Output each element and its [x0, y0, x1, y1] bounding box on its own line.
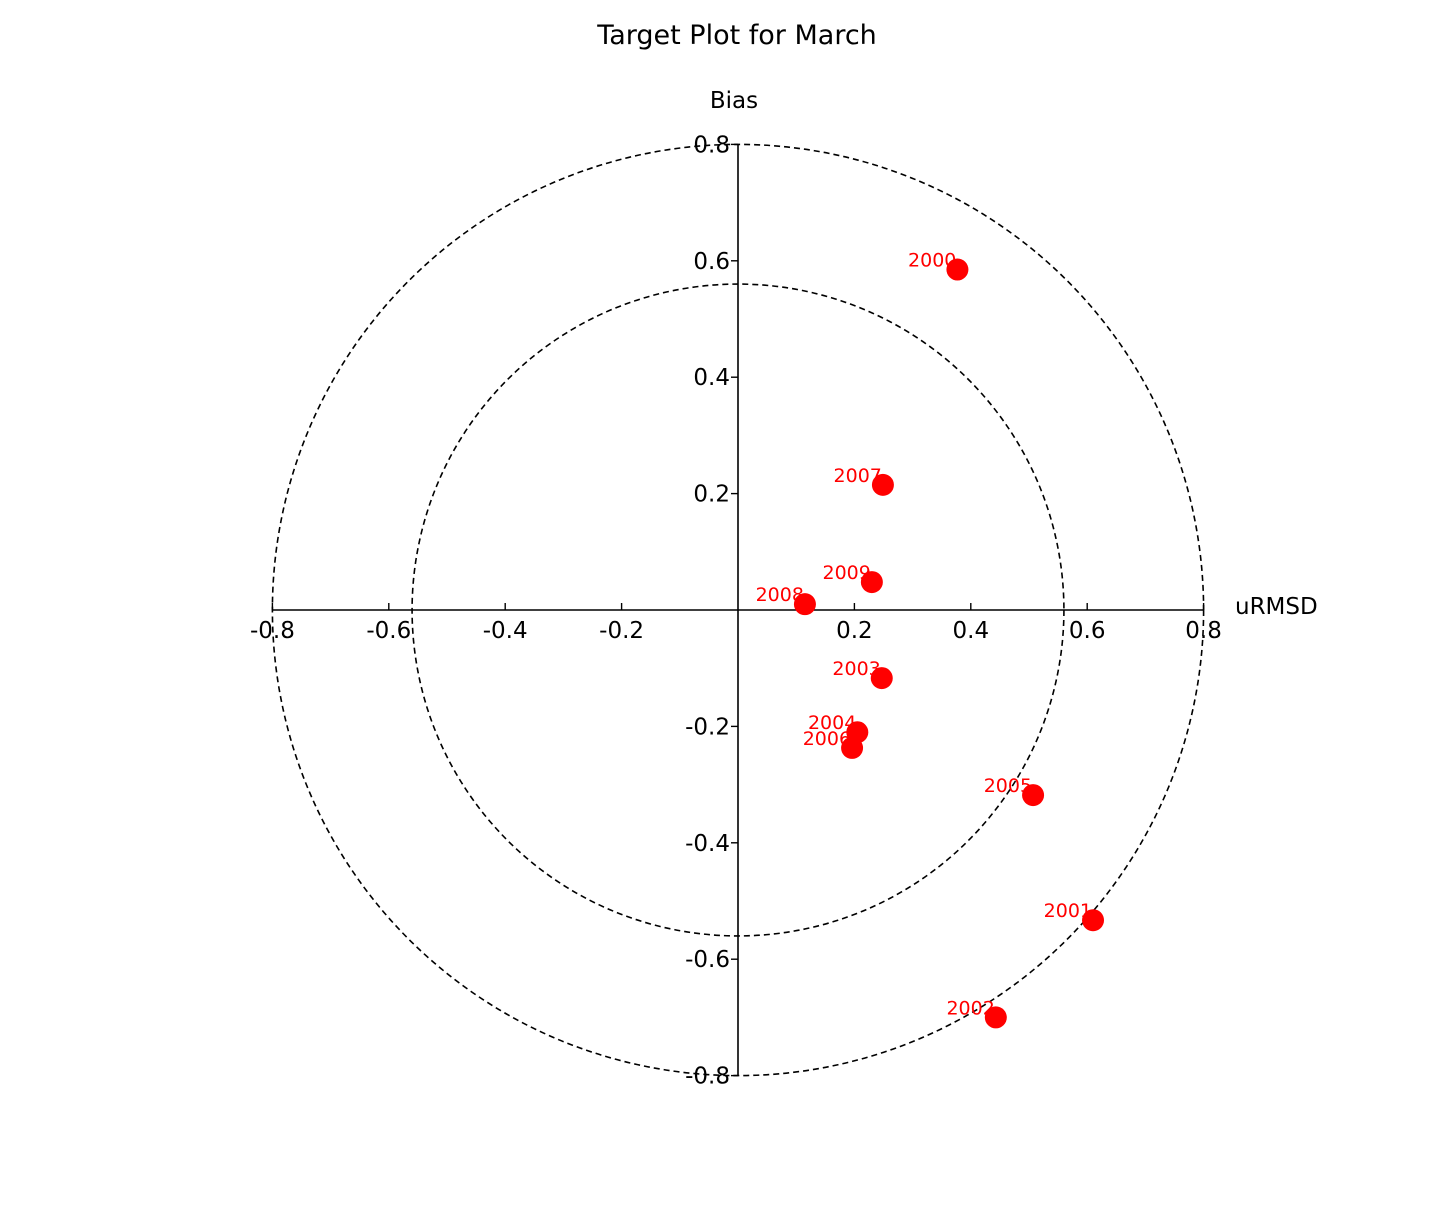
point-label-2004: 2004 [808, 712, 856, 734]
data-point-2008 [793, 593, 816, 616]
y-axis-label: Bias [710, 88, 758, 114]
x-tick-label: -0.6 [366, 618, 411, 644]
point-label-2008: 2008 [756, 584, 804, 606]
y-tick-label: -0.6 [685, 947, 730, 973]
data-point-2002 [984, 1006, 1007, 1029]
data-point-2003 [870, 667, 893, 690]
point-label-2000: 2000 [908, 250, 956, 272]
data-point-2009 [860, 571, 883, 594]
data-point-2000 [946, 258, 969, 281]
x-tick-label: 0.8 [1185, 618, 1222, 644]
point-label-2007: 2007 [834, 465, 882, 487]
x-tick-label: -0.2 [599, 618, 644, 644]
ticks: -0.8 -0.6 -0.4 -0.2 0.2 0.4 0.6 0.8 0.8 0.6 0.4 0.2… [250, 132, 1222, 1089]
data-points: 2000 2001 2002 2003 2004 2005 2006 2007 2008 2009 [756, 250, 1105, 1029]
y-tick-label: -0.4 [685, 831, 730, 857]
point-label-2005: 2005 [984, 775, 1032, 797]
point-label-2006: 2006 [803, 728, 851, 750]
x-tick-label: 0.2 [836, 618, 873, 644]
y-tick-label: 0.4 [693, 365, 730, 391]
y-tick-label: 0.2 [693, 482, 730, 508]
data-point-2005 [1022, 784, 1045, 807]
data-point-2001 [1082, 909, 1105, 932]
y-tick-label: -0.8 [685, 1064, 730, 1090]
y-tick-label: 0.8 [693, 132, 730, 158]
y-tick-label: 0.6 [693, 249, 730, 275]
x-tick-label: -0.4 [483, 618, 528, 644]
point-label-2002: 2002 [946, 997, 994, 1019]
point-label-2001: 2001 [1044, 900, 1092, 922]
x-tick-label: -0.8 [250, 618, 295, 644]
x-tick-label: 0.6 [1069, 618, 1106, 644]
data-point-2007 [871, 473, 894, 496]
y-tick-label: -0.2 [685, 714, 730, 740]
chart-title: Target Plot for March [596, 20, 877, 51]
point-label-2003: 2003 [832, 658, 880, 680]
x-tick-label: 0.4 [953, 618, 990, 644]
data-point-2006 [841, 736, 864, 759]
point-label-2009: 2009 [823, 562, 871, 584]
axes [272, 144, 1204, 1076]
x-axis-label: uRMSD [1235, 594, 1318, 620]
